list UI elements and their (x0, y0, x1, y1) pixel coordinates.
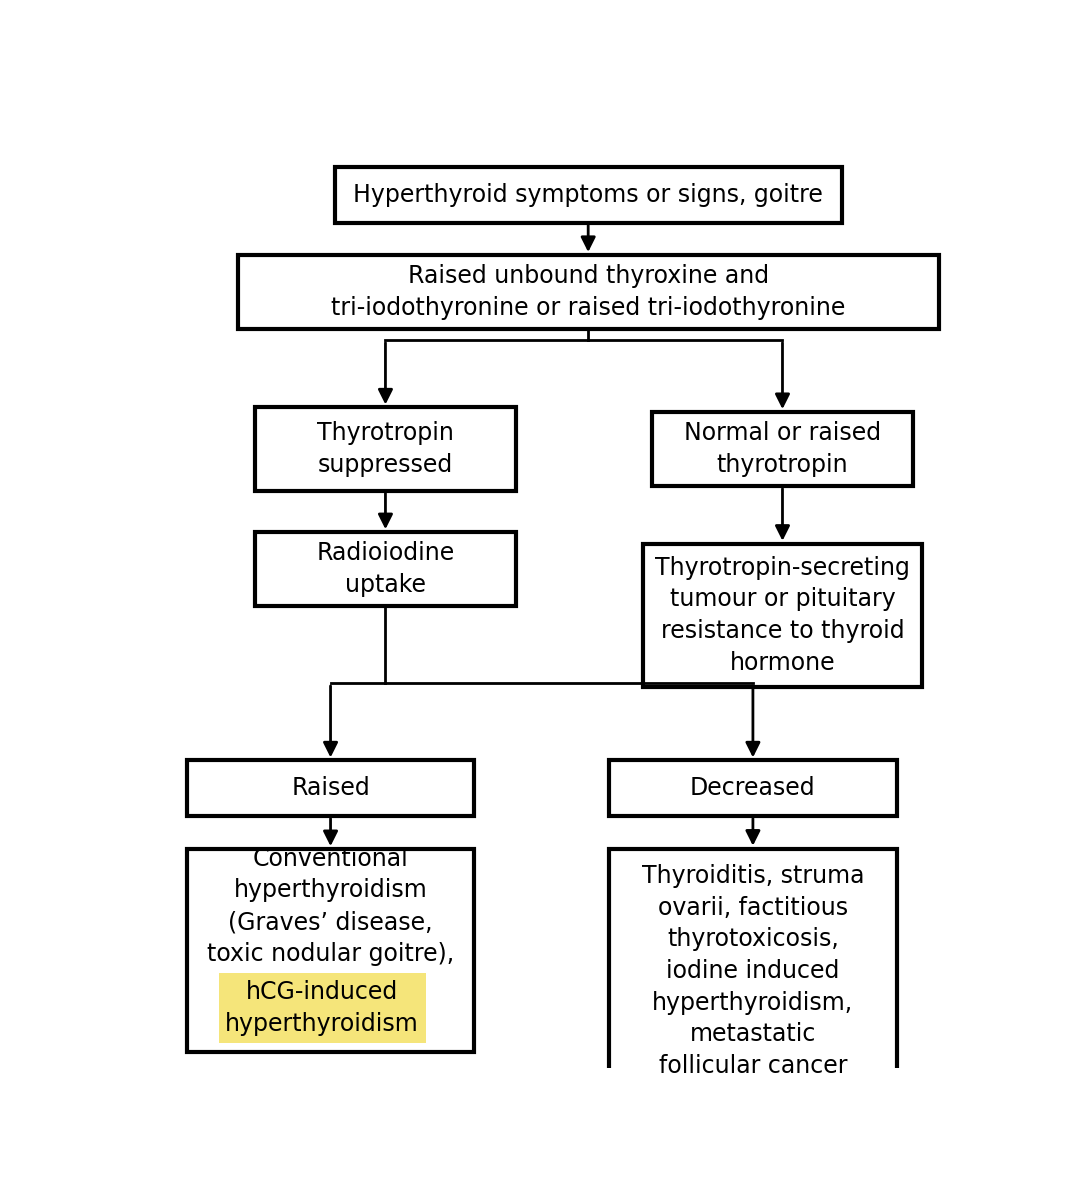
FancyBboxPatch shape (255, 532, 517, 606)
Text: Raised unbound thyroxine and
tri-iodothyronine or raised tri-iodothyronine: Raised unbound thyroxine and tri-iodothy… (331, 264, 846, 319)
Text: Conventional
hyperthyroidism
(Graves’ disease,
toxic nodular goitre),: Conventional hyperthyroidism (Graves’ di… (207, 847, 455, 966)
FancyBboxPatch shape (609, 848, 896, 1093)
FancyBboxPatch shape (187, 850, 474, 1052)
FancyBboxPatch shape (609, 761, 896, 816)
Text: Thyroiditis, struma
ovarii, factitious
thyrotoxicosis,
iodine induced
hyperthyro: Thyroiditis, struma ovarii, factitious t… (642, 864, 864, 1078)
Text: Thyrotropin
suppressed: Thyrotropin suppressed (317, 421, 453, 476)
Text: hCG-induced
hyperthyroidism: hCG-induced hyperthyroidism (226, 980, 419, 1036)
Text: Hyperthyroid symptoms or signs, goitre: Hyperthyroid symptoms or signs, goitre (353, 182, 823, 206)
FancyBboxPatch shape (255, 407, 517, 491)
Text: Thyrotropin-secreting
tumour or pituitary
resistance to thyroid
hormone: Thyrotropin-secreting tumour or pituitar… (655, 556, 910, 674)
FancyBboxPatch shape (643, 544, 922, 686)
Text: Normal or raised
thyrotropin: Normal or raised thyrotropin (683, 421, 881, 476)
Text: Radioiodine
uptake: Radioiodine uptake (316, 541, 455, 596)
Text: Raised: Raised (291, 776, 370, 800)
FancyBboxPatch shape (238, 254, 938, 329)
FancyBboxPatch shape (652, 412, 913, 486)
FancyBboxPatch shape (335, 167, 841, 222)
FancyBboxPatch shape (187, 761, 474, 816)
FancyBboxPatch shape (219, 973, 425, 1043)
Text: Decreased: Decreased (690, 776, 815, 800)
